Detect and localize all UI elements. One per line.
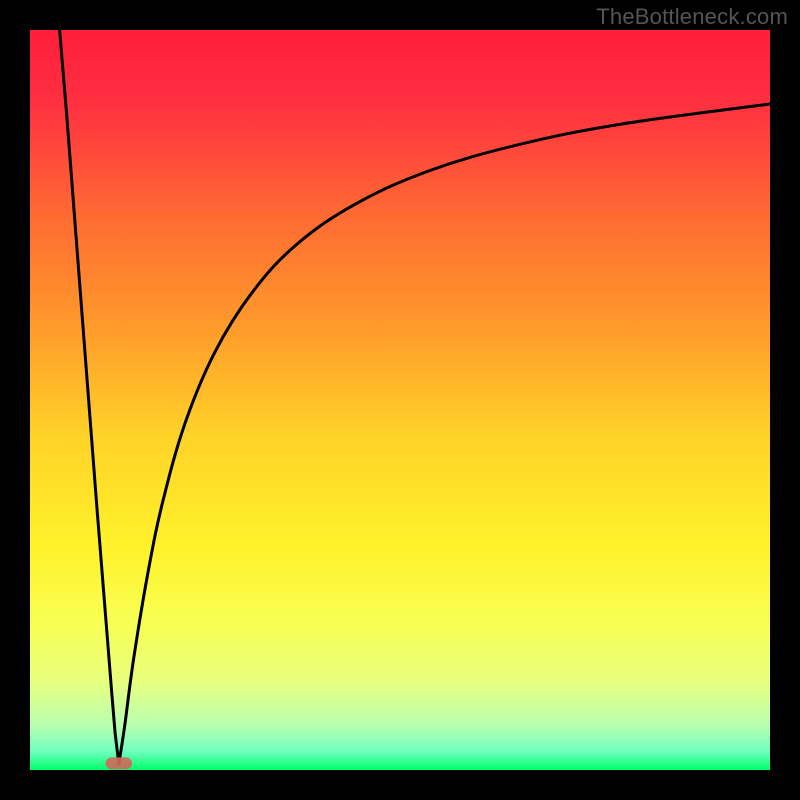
watermark-text: TheBottleneck.com [596,4,788,30]
bottleneck-curve-chart [0,0,800,800]
dip-marker [105,757,132,769]
plot-background [30,30,770,770]
chart-root: TheBottleneck.com [0,0,800,800]
